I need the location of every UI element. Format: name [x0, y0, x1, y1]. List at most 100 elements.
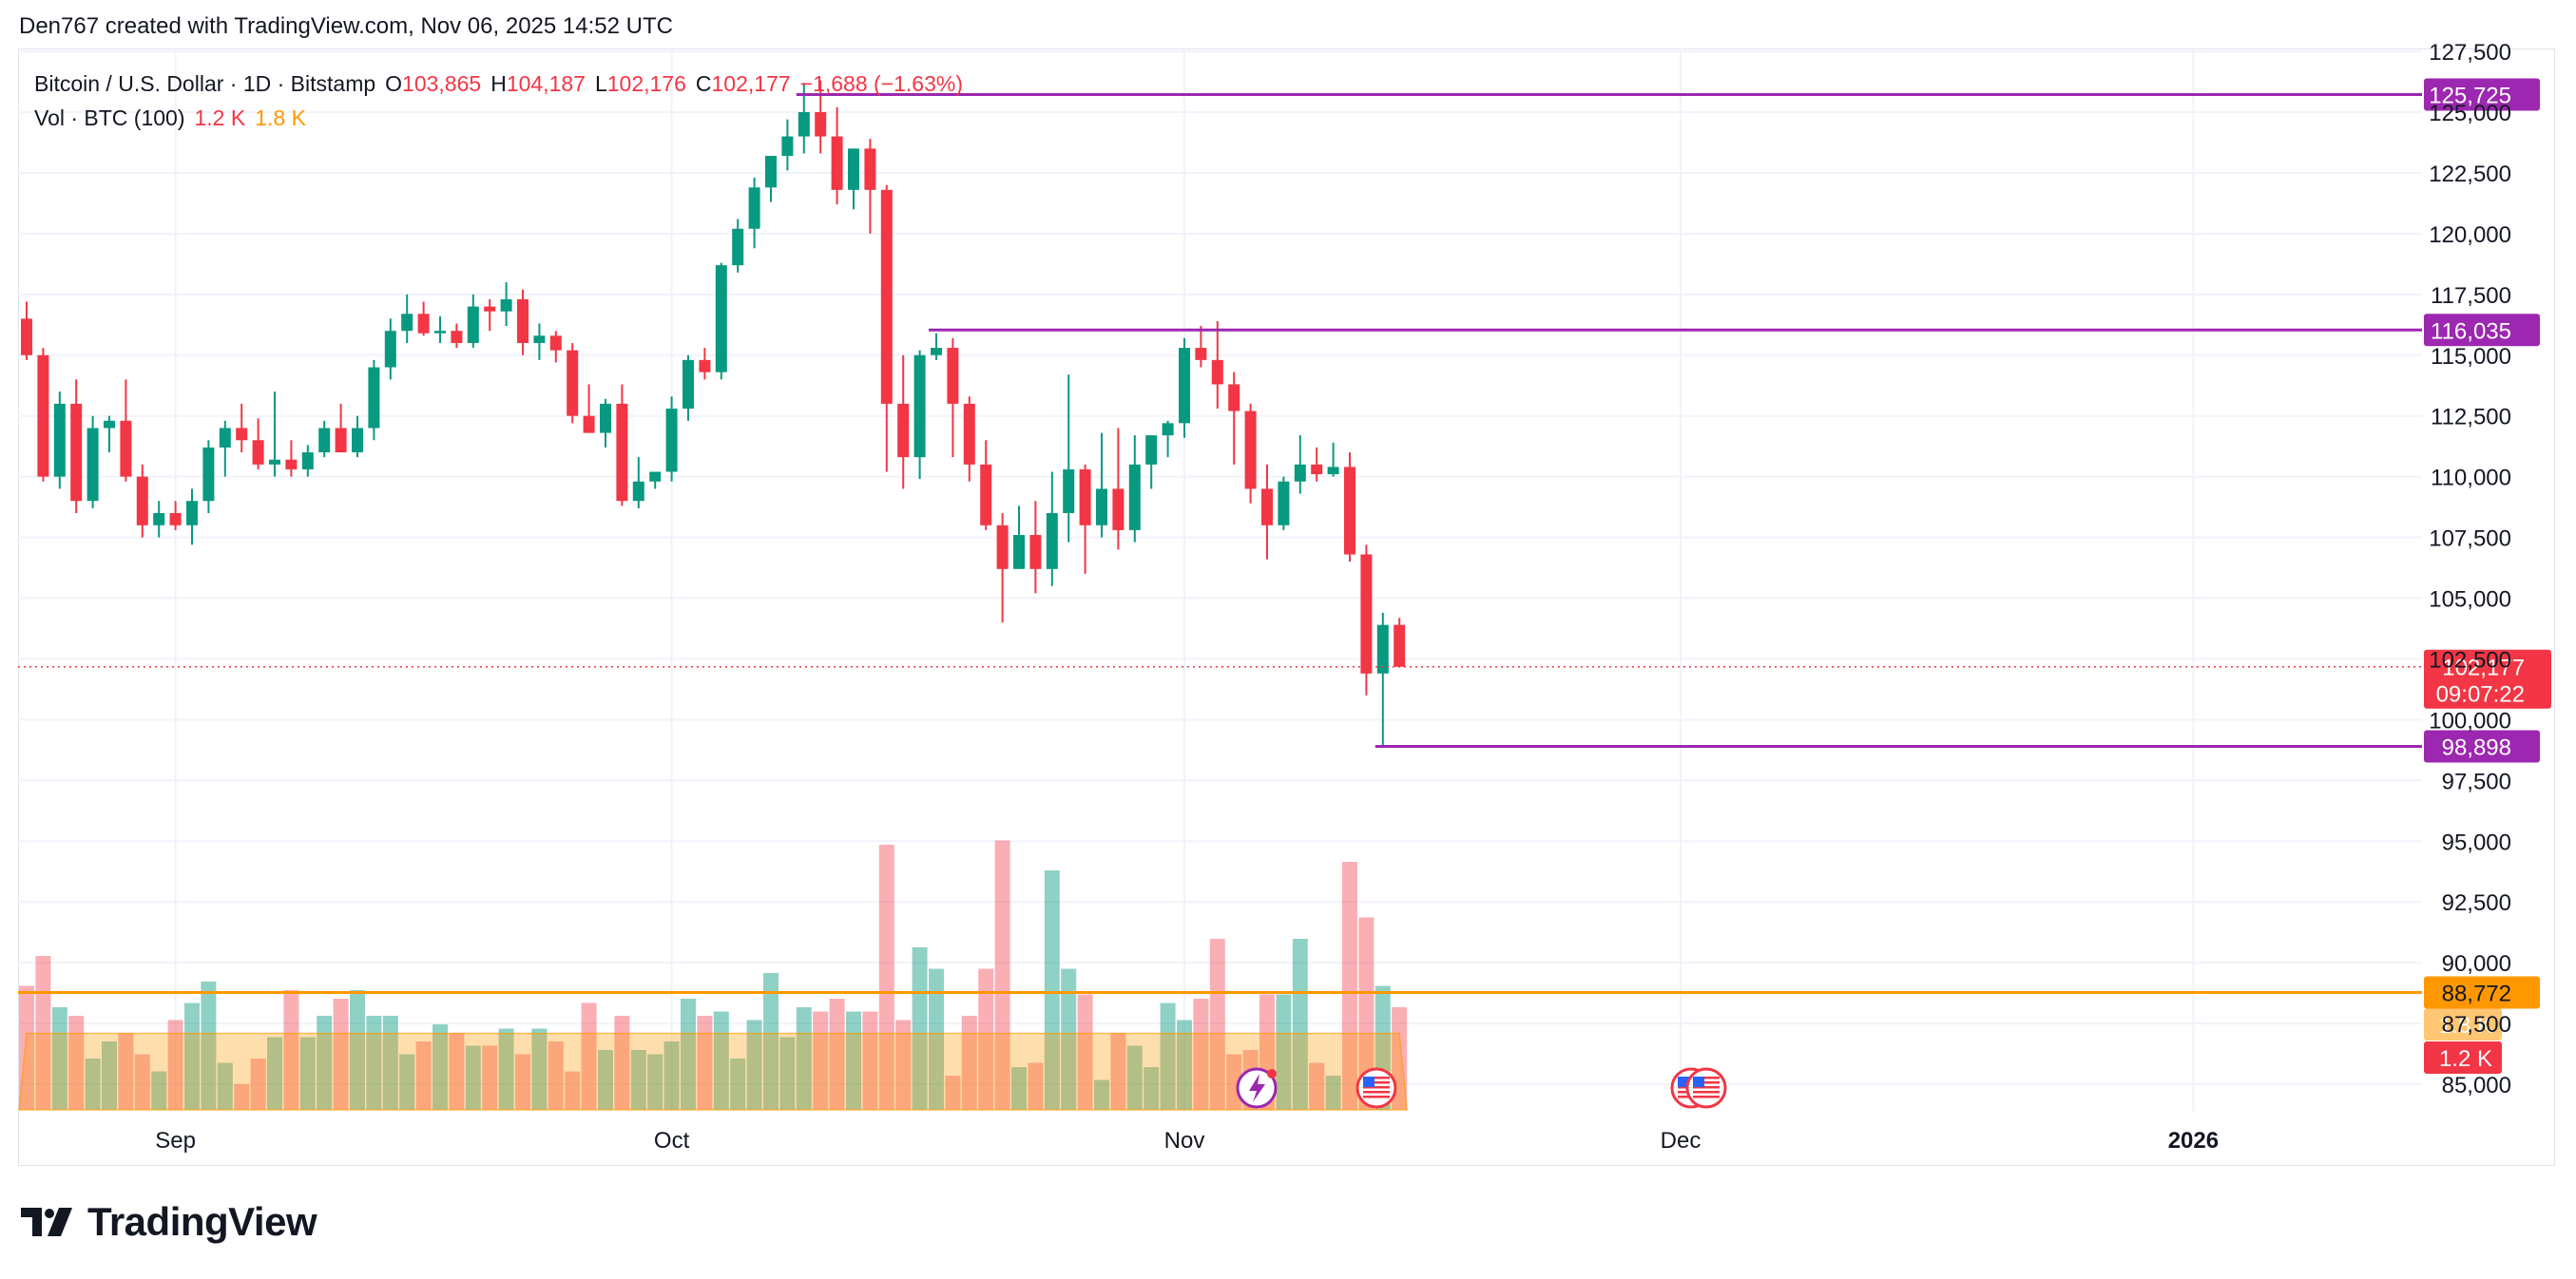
candle-body[interactable]	[567, 350, 579, 416]
candle-body[interactable]	[864, 148, 876, 190]
lightning-icon[interactable]	[1236, 1067, 1278, 1109]
candle-body[interactable]	[1179, 348, 1190, 424]
candle-body[interactable]	[831, 136, 843, 190]
candle-body[interactable]	[549, 335, 562, 351]
candle-body[interactable]	[1294, 464, 1306, 482]
candle-body[interactable]	[467, 306, 479, 343]
price-tick-label: 112,500	[2431, 405, 2511, 430]
candle-body[interactable]	[104, 420, 115, 429]
candle-body[interactable]	[500, 298, 512, 312]
candle-body[interactable]	[1046, 512, 1058, 569]
candle-body[interactable]	[318, 428, 331, 453]
candle-body[interactable]	[897, 403, 910, 458]
volume-ma-value: 1.8 K	[255, 105, 306, 130]
candle-body[interactable]	[1128, 464, 1141, 530]
candle-body[interactable]	[1195, 348, 1207, 360]
candle-body[interactable]	[649, 471, 662, 482]
candle-body[interactable]	[21, 318, 32, 355]
candle-body[interactable]	[352, 428, 363, 453]
candle-body[interactable]	[947, 348, 959, 404]
candle-body[interactable]	[169, 512, 182, 525]
candle-body[interactable]	[980, 464, 992, 525]
candle-body[interactable]	[53, 403, 66, 477]
candle-body[interactable]	[583, 415, 595, 433]
candle-body[interactable]	[798, 112, 810, 137]
candle-body[interactable]	[1360, 554, 1373, 674]
candle-body[interactable]	[1211, 359, 1223, 385]
candle-body[interactable]	[120, 420, 132, 477]
candle-body[interactable]	[1376, 624, 1389, 674]
candle-body[interactable]	[136, 476, 148, 525]
candle-body[interactable]	[269, 459, 280, 465]
candle-body[interactable]	[37, 354, 49, 477]
candle-body[interactable]	[748, 187, 760, 229]
candle-body[interactable]	[417, 314, 430, 334]
tradingview-logo[interactable]: TradingView	[21, 1199, 317, 1245]
candle-body[interactable]	[451, 331, 463, 343]
candle-body[interactable]	[732, 228, 744, 266]
candle-body[interactable]	[996, 525, 1009, 569]
candle-body[interactable]	[765, 156, 777, 188]
price-tick-label: 90,000	[2442, 951, 2511, 977]
candle-body[interactable]	[87, 428, 99, 502]
volume-title[interactable]: Vol · BTC (100)	[34, 105, 185, 130]
volume-bar	[994, 840, 1010, 1110]
candle-body[interactable]	[1344, 467, 1355, 555]
volume-bar	[184, 1002, 200, 1110]
candle-body[interactable]	[236, 428, 248, 441]
candle-body[interactable]	[1228, 384, 1240, 411]
candle-body[interactable]	[815, 112, 827, 137]
candle-body[interactable]	[301, 452, 314, 469]
candle-body[interactable]	[1013, 535, 1025, 569]
candle-body[interactable]	[1244, 410, 1257, 489]
candle-body[interactable]	[335, 428, 347, 453]
candle-body[interactable]	[616, 403, 628, 502]
candle-body[interactable]	[484, 306, 496, 312]
candle-body[interactable]	[384, 331, 396, 368]
candle-body[interactable]	[715, 265, 727, 372]
volume-bar	[201, 982, 217, 1110]
volume-bar	[515, 1054, 530, 1110]
candle-body[interactable]	[1079, 468, 1091, 525]
candle-body[interactable]	[1145, 435, 1158, 465]
candle-body[interactable]	[252, 440, 264, 465]
candle-body[interactable]	[153, 512, 165, 525]
candle-body[interactable]	[368, 367, 380, 429]
candle-body[interactable]	[600, 403, 611, 433]
us-flag-icon[interactable]	[1355, 1067, 1397, 1109]
candle-body[interactable]	[186, 501, 198, 525]
candle-body[interactable]	[285, 459, 298, 469]
candle-body[interactable]	[931, 348, 942, 355]
candle-body[interactable]	[533, 335, 546, 343]
candle-body[interactable]	[1096, 488, 1107, 525]
candle-body[interactable]	[1261, 488, 1273, 525]
candle-body[interactable]	[848, 148, 859, 190]
candle-body[interactable]	[1162, 423, 1174, 436]
candle-body[interactable]	[632, 481, 644, 502]
candle-body[interactable]	[401, 314, 413, 332]
candle-body[interactable]	[434, 331, 446, 334]
candle-body[interactable]	[682, 359, 694, 410]
volume-bar	[465, 1045, 481, 1110]
candle-body[interactable]	[202, 447, 215, 502]
candle-body[interactable]	[1327, 467, 1339, 475]
candle-body[interactable]	[1394, 624, 1406, 667]
candle-body[interactable]	[699, 359, 711, 372]
candle-body[interactable]	[1112, 488, 1125, 530]
candle-body[interactable]	[1278, 481, 1290, 525]
volume-bar	[862, 1011, 878, 1110]
us-flag-icon[interactable]	[1685, 1067, 1727, 1109]
candle-body[interactable]	[665, 409, 678, 472]
candle-body[interactable]	[963, 403, 975, 465]
candle-body[interactable]	[517, 298, 529, 343]
candle-body[interactable]	[70, 403, 83, 502]
candle-body[interactable]	[880, 189, 893, 404]
candle-body[interactable]	[1311, 464, 1323, 475]
candle-body[interactable]	[1063, 468, 1075, 513]
symbol-title[interactable]: Bitcoin / U.S. Dollar · 1D · Bitstamp	[34, 71, 376, 96]
candle-body[interactable]	[913, 354, 926, 458]
candle-body[interactable]	[781, 136, 794, 157]
candle-body[interactable]	[1029, 535, 1042, 569]
candle-body[interactable]	[219, 428, 231, 448]
